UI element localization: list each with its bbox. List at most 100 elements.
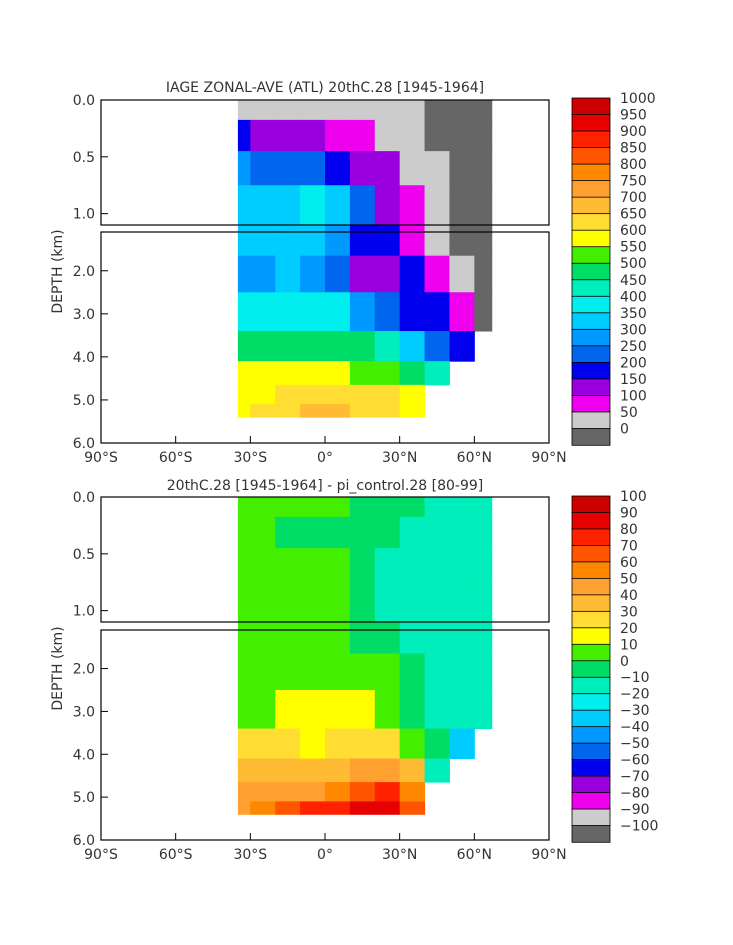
field-cell — [300, 361, 326, 386]
field-cell — [424, 516, 450, 549]
field-cell — [325, 225, 351, 257]
field-cell — [325, 119, 351, 152]
field-cell — [374, 516, 401, 549]
field-cell — [275, 404, 301, 418]
x-tick-label: 60°S — [159, 847, 193, 863]
field-cell — [237, 331, 251, 362]
colorbar-band — [571, 660, 611, 678]
field-cell — [250, 331, 276, 362]
colorbar-band — [571, 627, 611, 645]
field-cell — [349, 119, 376, 152]
x-tick-label: 30°S — [233, 847, 267, 863]
field-cell — [325, 728, 351, 760]
field-cell — [374, 185, 401, 226]
field-cell — [325, 404, 351, 418]
colorbar-label: 1000 — [620, 91, 656, 107]
field-cell — [399, 185, 426, 226]
colorbar-band — [571, 411, 611, 430]
field-cell — [237, 185, 251, 226]
field-cell — [449, 516, 475, 549]
field-cell — [325, 548, 351, 583]
field-cell — [325, 151, 351, 186]
field-cell — [300, 151, 326, 186]
field-cell — [250, 548, 276, 583]
field-cell — [374, 119, 401, 152]
field-cell — [374, 801, 401, 815]
field-cell — [237, 119, 251, 152]
field-cell — [349, 361, 376, 386]
colorbar-label: 950 — [620, 108, 647, 124]
field-cell — [399, 516, 426, 549]
colorbar-band — [571, 279, 611, 297]
field-cell — [374, 548, 401, 583]
field-cell — [449, 151, 475, 186]
field-cell — [399, 548, 426, 583]
field-cell — [250, 404, 276, 418]
colorbar-band — [571, 545, 611, 563]
field-cell — [300, 758, 326, 783]
colorbar-band — [571, 742, 611, 761]
field-cell — [300, 404, 326, 418]
field-cell — [349, 255, 376, 293]
field-cell — [399, 100, 426, 121]
field-cell — [300, 622, 326, 655]
field-cell — [349, 185, 376, 226]
field-cell — [424, 728, 450, 760]
colorbar-label: 300 — [620, 322, 647, 338]
field-cell — [424, 497, 450, 518]
field-cell — [399, 622, 426, 655]
y-tick-label: 2.0 — [73, 264, 95, 280]
field-cell — [325, 758, 351, 783]
field-cell — [474, 690, 493, 730]
colorbar-band — [571, 808, 611, 827]
colorbar-band — [571, 676, 611, 695]
field-cell — [275, 255, 301, 293]
field-cell — [349, 151, 376, 186]
colorbar-band — [571, 792, 611, 810]
field-cell — [250, 100, 276, 121]
field-cell — [474, 225, 493, 257]
colorbar-label: 250 — [620, 339, 647, 355]
field-cell — [349, 331, 376, 362]
upper-axes-frame — [100, 99, 550, 226]
field-cell — [250, 690, 276, 730]
field-cell — [237, 782, 251, 802]
field-cell — [349, 100, 376, 121]
field-cell — [399, 728, 426, 760]
field-cell — [325, 582, 351, 623]
field-cell — [424, 331, 450, 362]
colorbar-label: 80 — [620, 522, 638, 538]
colorbar-label: 150 — [620, 372, 647, 388]
field-cell — [424, 100, 450, 121]
field-cell — [424, 292, 450, 332]
field-cell — [349, 653, 376, 691]
field-cell — [275, 728, 301, 760]
field-cell — [424, 225, 450, 257]
field-cell — [399, 225, 426, 257]
field-cells — [237, 497, 493, 815]
field-cell — [349, 404, 376, 418]
field-cell — [275, 361, 301, 386]
field-cell — [474, 622, 493, 655]
colorbar-band — [571, 361, 611, 380]
field-cell — [474, 255, 493, 293]
y-tick-label: 6.0 — [73, 833, 95, 849]
colorbar-band — [571, 512, 611, 530]
field-cell — [275, 782, 301, 802]
y-axis-label: DEPTH (km) — [50, 626, 66, 710]
colorbar-label: −50 — [620, 736, 650, 752]
field-cell — [349, 582, 376, 623]
field-cell — [275, 690, 301, 730]
field-cell — [300, 497, 326, 518]
colorbar-band — [571, 213, 611, 231]
field-cell — [275, 225, 301, 257]
colorbar-band — [571, 163, 611, 182]
field-cell — [275, 801, 301, 815]
colorbar-band — [571, 709, 611, 728]
field-cell — [250, 292, 276, 332]
field-cell — [300, 582, 326, 623]
field-cell — [250, 384, 276, 405]
field-cell — [300, 653, 326, 691]
colorbar-band — [571, 610, 611, 629]
field-cell — [424, 758, 450, 783]
